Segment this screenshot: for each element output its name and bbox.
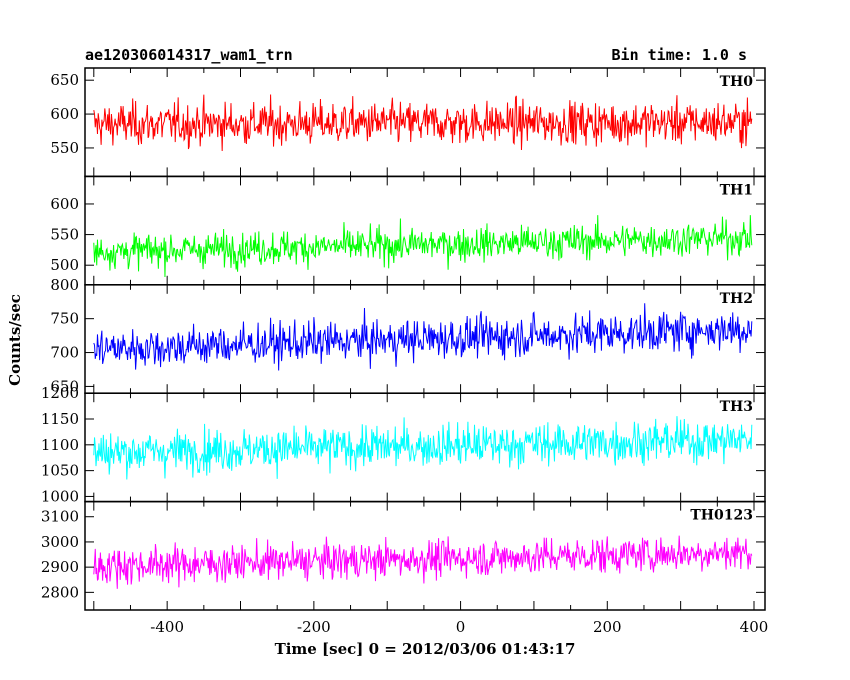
y-tick-label: 3100 [41,508,79,526]
x-axis-title: Time [sec] 0 = 2012/03/06 01:43:17 [275,640,576,658]
panels-group: 550 600 650 TH0 500 550 600 TH1 650 700 750 800 TH2 1… [41,67,769,636]
y-tick-label: 500 [50,256,79,274]
y-tick-label: 800 [50,276,79,294]
y-tick-label: 1150 [41,410,79,428]
series-line-th1 [93,215,753,278]
bin-time-label: Bin time: 1.0 s [612,46,747,64]
x-tick-label: 400 [740,618,769,636]
x-tick-label: -200 [297,618,331,636]
y-tick-label: 2800 [41,583,79,601]
x-tick-label: -400 [150,618,184,636]
series-line-th2 [93,303,753,371]
y-tick-label: 1050 [41,462,79,480]
series-line-th3 [93,416,753,480]
panel-frame-th0123 [84,500,766,611]
y-axis-title: Counts/sec [6,294,24,386]
panel-frame-th1 [84,175,766,286]
panel-label-th2: TH2 [720,291,753,307]
x-tick-label: 200 [593,618,622,636]
y-tick-label: 600 [50,105,79,123]
y-tick-label: 750 [50,310,79,328]
y-tick-label: 700 [50,344,79,362]
series-line-th0123 [93,535,753,589]
y-tick-label: 3000 [41,533,79,551]
y-tick-label: 1200 [41,384,79,402]
x-tick-label: 0 [456,618,466,636]
panel-label-th1: TH1 [720,182,753,198]
panel-label-th0: TH0 [720,74,754,90]
y-tick-label: 550 [50,226,79,244]
panel-label-th3: TH3 [720,399,753,415]
y-tick-label: 650 [50,377,79,395]
y-tick-label: 550 [50,139,79,157]
panel-frame-th2 [84,284,766,394]
y-tick-label: 1100 [41,436,79,454]
y-tick-label: 2900 [41,558,79,576]
panel-label-th0123: TH0123 [690,508,753,524]
figure-title: ae120306014317_wam1_trn [85,46,293,64]
y-tick-label: 1000 [41,487,79,505]
y-tick-label: 600 [50,195,79,213]
y-tick-label: 650 [50,71,79,89]
series-line-th0 [93,94,753,151]
